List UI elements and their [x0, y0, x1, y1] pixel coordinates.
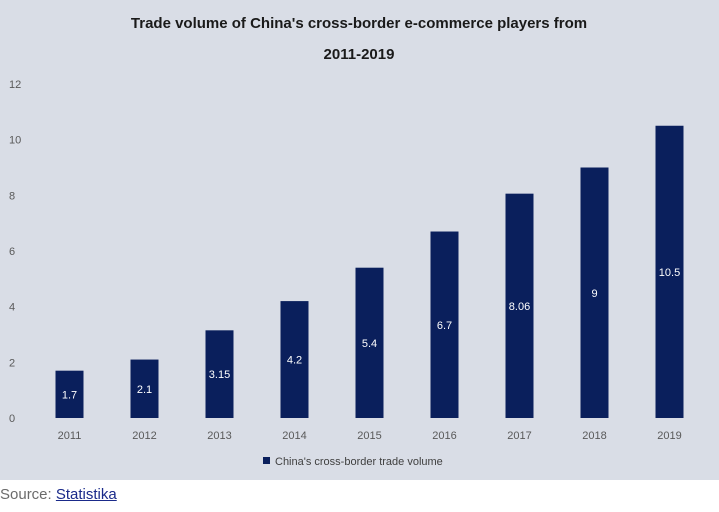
- data-label: 8.06: [509, 301, 530, 313]
- chart-panel: Trade volume of China's cross-border e-c…: [0, 0, 719, 480]
- legend-label: China's cross-border trade volume: [275, 456, 443, 468]
- source-line: Source: Statistika: [0, 486, 117, 503]
- y-tick-label: 4: [9, 302, 15, 314]
- bar-chart: Trade volume of China's cross-border e-c…: [9, 15, 684, 468]
- data-label: 3.15: [209, 369, 230, 381]
- bar: [55, 370, 84, 418]
- bar: [205, 330, 234, 418]
- source-link[interactable]: Statistika: [55, 486, 117, 503]
- chart-subtitle: 2011-2019: [324, 46, 395, 63]
- x-tick-label: 2011: [58, 430, 82, 442]
- data-label: 2.1: [137, 384, 152, 396]
- x-tick-label: 2016: [432, 430, 456, 442]
- x-tick-label: 2014: [282, 430, 306, 442]
- bar-group: 1.7 2.1 3.15 4.2 5.4 6.7 8.06 9 10.5: [55, 125, 684, 418]
- source-prefix: Source:: [0, 486, 56, 503]
- bar: [280, 301, 309, 418]
- y-tick-label: 2: [9, 357, 15, 369]
- bar: [655, 125, 684, 418]
- data-label: 5.4: [362, 338, 377, 350]
- bar: [355, 267, 384, 418]
- y-tick-label: 12: [9, 79, 21, 91]
- x-tick-label: 2019: [657, 430, 681, 442]
- x-tick-label: 2015: [357, 430, 381, 442]
- x-tick-label: 2017: [507, 430, 531, 442]
- data-label: 6.7: [437, 320, 452, 332]
- chart-title: Trade volume of China's cross-border e-c…: [131, 15, 587, 32]
- x-tick-label: 2018: [582, 430, 606, 442]
- data-label: 10.5: [659, 267, 680, 279]
- data-label: 1.7: [62, 389, 77, 401]
- y-tick-label: 6: [9, 246, 15, 258]
- x-tick-label: 2013: [207, 430, 231, 442]
- bar: [430, 231, 459, 418]
- data-label: 9: [591, 288, 597, 300]
- y-tick-label: 8: [9, 190, 15, 202]
- y-tick-label: 0: [9, 413, 15, 425]
- bar: [130, 359, 159, 418]
- y-axis: 0 2 4 6 8 10 12: [9, 79, 21, 425]
- x-axis: 2011 2012 2013 2014 2015 2016 2017 2018 2019: [58, 430, 682, 442]
- data-label: 4.2: [287, 355, 302, 367]
- bar: [580, 167, 609, 418]
- bar: [505, 193, 534, 418]
- x-tick-label: 2012: [132, 430, 156, 442]
- y-tick-label: 10: [9, 135, 21, 147]
- legend-swatch: [263, 457, 270, 464]
- legend: China's cross-border trade volume: [263, 456, 443, 468]
